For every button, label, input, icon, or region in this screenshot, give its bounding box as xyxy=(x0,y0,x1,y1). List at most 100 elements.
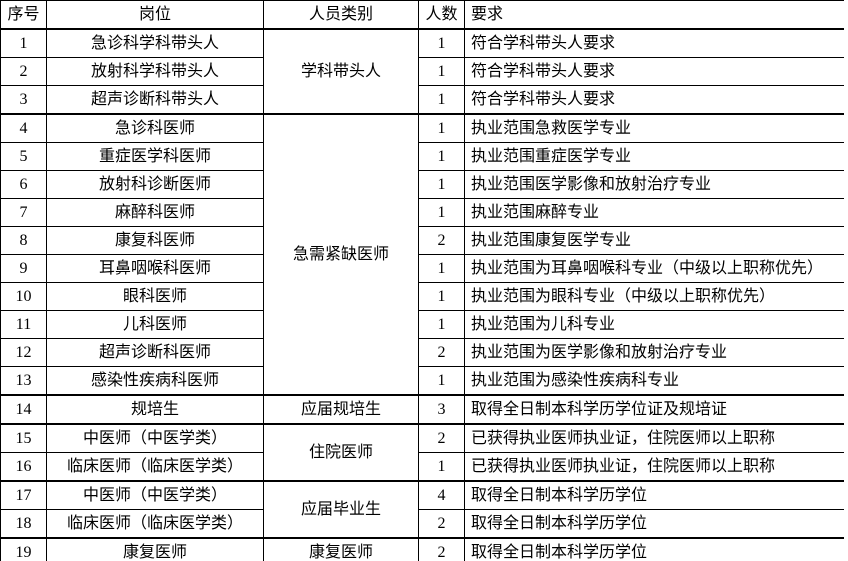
seq-cell: 7 xyxy=(0,198,47,227)
table-row: 1 急诊科学科带头人 学科带头人 1 符合学科带头人要求 xyxy=(0,28,844,115)
count-cell: 2 xyxy=(418,226,465,255)
seq-cell: 8 xyxy=(0,226,47,255)
table-row: 13 感染性疾病科医师 1 执业范围为感染性疾病科专业 xyxy=(0,366,844,396)
table-row: 4 急诊科医师 急需紧缺医师 1 执业范围急救医学专业 xyxy=(0,113,844,396)
count-cell: 1 xyxy=(418,57,465,86)
requirement-cell: 符合学科带头人要求 xyxy=(464,57,844,86)
position-cell: 超声诊断科医师 xyxy=(46,338,264,367)
header-cell-seq: 序号 xyxy=(0,0,47,30)
seq-cell: 5 xyxy=(0,142,47,171)
position-cell: 临床医师（临床医学类） xyxy=(46,509,264,539)
table-row: 6 放射科诊断医师 1 执业范围医学影像和放射治疗专业 xyxy=(0,170,844,199)
requirement-cell: 符合学科带头人要求 xyxy=(464,85,844,115)
table-row: 5 重症医学科医师 1 执业范围重症医学专业 xyxy=(0,142,844,171)
table-row: 7 麻醉科医师 1 执业范围麻醉专业 xyxy=(0,198,844,227)
requirement-cell: 执业范围重症医学专业 xyxy=(464,142,844,171)
seq-cell: 9 xyxy=(0,254,47,283)
seq-cell: 4 xyxy=(0,113,47,143)
requirement-cell: 执业范围为儿科专业 xyxy=(464,310,844,339)
requirement-cell: 执业范围为眼科专业（中级以上职称优先） xyxy=(464,282,844,311)
seq-cell: 19 xyxy=(0,537,47,561)
count-cell: 1 xyxy=(418,282,465,311)
count-cell: 2 xyxy=(418,423,465,453)
seq-cell: 3 xyxy=(0,85,47,115)
count-cell: 2 xyxy=(418,509,465,539)
requirement-cell: 执业范围为耳鼻咽喉科专业（中级以上职称优先） xyxy=(464,254,844,283)
category-cell: 应届规培生 xyxy=(263,394,419,425)
requirement-cell: 已获得执业医师执业证，住院医师以上职称 xyxy=(464,423,844,453)
table-row: 18 临床医师（临床医学类） 2 取得全日制本科学历学位 xyxy=(0,509,844,539)
seq-cell: 12 xyxy=(0,338,47,367)
header-cell-count: 人数 xyxy=(418,0,465,30)
requirement-cell: 取得全日制本科学历学位证及规培证 xyxy=(464,394,844,425)
position-cell: 临床医师（临床医学类） xyxy=(46,452,264,482)
table-row: 19 康复医师 康复医师 2 取得全日制本科学历学位 xyxy=(0,537,844,561)
count-cell: 1 xyxy=(418,170,465,199)
requirement-cell: 执业范围为感染性疾病科专业 xyxy=(464,366,844,396)
count-cell: 1 xyxy=(418,310,465,339)
seq-cell: 6 xyxy=(0,170,47,199)
position-cell: 麻醉科医师 xyxy=(46,198,264,227)
seq-cell: 14 xyxy=(0,394,47,425)
position-cell: 规培生 xyxy=(46,394,264,425)
position-cell: 康复医师 xyxy=(46,537,264,561)
count-cell: 3 xyxy=(418,394,465,425)
position-cell: 放射科诊断医师 xyxy=(46,170,264,199)
requirement-cell: 执业范围康复医学专业 xyxy=(464,226,844,255)
table-row: 15 中医师（中医学类） 住院医师 2 已获得执业医师执业证，住院医师以上职称 xyxy=(0,423,844,482)
position-cell: 中医师（中医学类） xyxy=(46,423,264,453)
table-row: 16 临床医师（临床医学类） 1 已获得执业医师执业证，住院医师以上职称 xyxy=(0,452,844,482)
seq-cell: 17 xyxy=(0,480,47,510)
table-row: 2 放射科学科带头人 1 符合学科带头人要求 xyxy=(0,57,844,86)
category-cell: 康复医师 xyxy=(263,537,419,561)
count-cell: 1 xyxy=(418,452,465,482)
position-cell: 超声诊断科带头人 xyxy=(46,85,264,115)
count-cell: 2 xyxy=(418,338,465,367)
table-row: 10 眼科医师 1 执业范围为眼科专业（中级以上职称优先） xyxy=(0,282,844,311)
header-cell-category: 人员类别 xyxy=(263,0,419,30)
position-cell: 急诊科学科带头人 xyxy=(46,28,264,58)
seq-cell: 13 xyxy=(0,366,47,396)
seq-cell: 18 xyxy=(0,509,47,539)
table-row: 17 中医师（中医学类） 应届毕业生 4 取得全日制本科学历学位 xyxy=(0,480,844,539)
position-cell: 重症医学科医师 xyxy=(46,142,264,171)
position-cell: 耳鼻咽喉科医师 xyxy=(46,254,264,283)
count-cell: 1 xyxy=(418,28,465,58)
count-cell: 1 xyxy=(418,198,465,227)
category-cell: 急需紧缺医师 xyxy=(263,113,419,396)
table-row: 9 耳鼻咽喉科医师 1 执业范围为耳鼻咽喉科专业（中级以上职称优先） xyxy=(0,254,844,283)
seq-cell: 10 xyxy=(0,282,47,311)
table-body: 1 急诊科学科带头人 学科带头人 1 符合学科带头人要求 2 放射科学科带头人 1 符合学科带头… xyxy=(0,28,844,561)
seq-cell: 2 xyxy=(0,57,47,86)
header-cell-position: 岗位 xyxy=(46,0,264,30)
seq-cell: 11 xyxy=(0,310,47,339)
seq-cell: 1 xyxy=(0,28,47,58)
count-cell: 1 xyxy=(418,366,465,396)
category-cell: 学科带头人 xyxy=(263,28,419,115)
count-cell: 1 xyxy=(418,142,465,171)
requirement-cell: 执业范围麻醉专业 xyxy=(464,198,844,227)
position-cell: 康复科医师 xyxy=(46,226,264,255)
position-cell: 感染性疾病科医师 xyxy=(46,366,264,396)
category-cell: 应届毕业生 xyxy=(263,480,419,539)
table-row: 8 康复科医师 2 执业范围康复医学专业 xyxy=(0,226,844,255)
table-row: 12 超声诊断科医师 2 执业范围为医学影像和放射治疗专业 xyxy=(0,338,844,367)
requirement-cell: 执业范围医学影像和放射治疗专业 xyxy=(464,170,844,199)
requirement-cell: 取得全日制本科学历学位 xyxy=(464,509,844,539)
header-row: 序号 岗位 人员类别 人数 要求 xyxy=(0,0,844,30)
count-cell: 4 xyxy=(418,480,465,510)
requirement-cell: 已获得执业医师执业证，住院医师以上职称 xyxy=(464,452,844,482)
count-cell: 2 xyxy=(418,537,465,561)
position-cell: 急诊科医师 xyxy=(46,113,264,143)
requirement-cell: 符合学科带头人要求 xyxy=(464,28,844,58)
position-cell: 中医师（中医学类） xyxy=(46,480,264,510)
requirement-cell: 取得全日制本科学历学位 xyxy=(464,537,844,561)
count-cell: 1 xyxy=(418,113,465,143)
table-row: 14 规培生 应届规培生 3 取得全日制本科学历学位证及规培证 xyxy=(0,394,844,425)
count-cell: 1 xyxy=(418,85,465,115)
requirement-cell: 取得全日制本科学历学位 xyxy=(464,480,844,510)
count-cell: 1 xyxy=(418,254,465,283)
seq-cell: 16 xyxy=(0,452,47,482)
requirement-cell: 执业范围为医学影像和放射治疗专业 xyxy=(464,338,844,367)
